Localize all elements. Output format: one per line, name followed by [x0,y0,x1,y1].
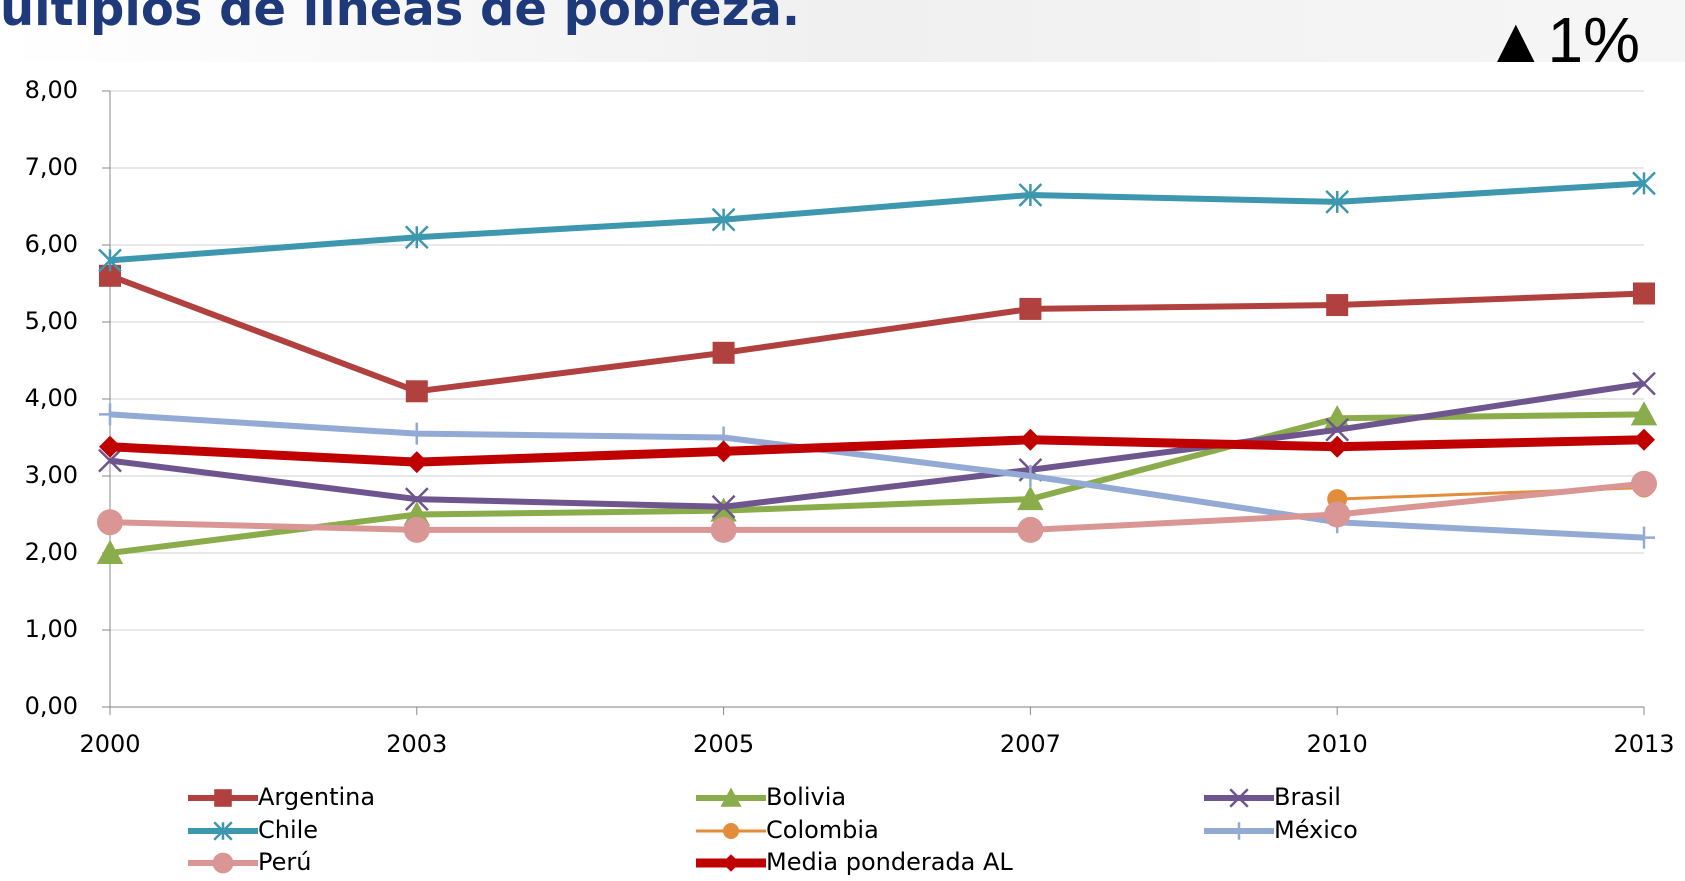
marker [404,225,429,250]
marker [1019,428,1042,451]
marker [1325,189,1350,214]
series [97,470,1657,543]
marker [98,248,122,273]
y-tick-label: 8,00 [25,76,78,104]
marker [722,854,740,872]
series [1327,477,1654,510]
legend-item: Brasil [1204,783,1341,811]
marker [1630,401,1658,426]
marker [1017,485,1044,511]
marker [1229,788,1249,808]
legend-label: Argentina [258,783,375,811]
series-line [109,480,1645,533]
marker [720,787,742,807]
marker [403,516,430,543]
marker [96,539,124,564]
marker [710,516,737,543]
marker [214,789,232,807]
marker [711,207,736,232]
marker [405,380,428,403]
x-tick-label: 2003 [386,730,447,758]
marker [405,451,428,474]
marker [212,852,234,874]
legend-label: Chile [258,816,318,844]
y-tick-label: 2,00 [25,538,78,566]
legend-item: Media ponderada AL [696,848,1013,876]
marker [1019,297,1042,320]
series-line [109,435,1645,467]
legend-label: Media ponderada AL [766,848,1013,876]
y-tick-label: 1,00 [25,615,78,643]
marker [1633,282,1655,305]
marker [712,440,735,463]
x-tick-label: 2005 [693,730,754,758]
marker [213,821,233,841]
series-line [109,180,1645,264]
marker [1633,428,1655,451]
series-line [109,380,1645,510]
marker [1326,294,1349,317]
marker [1324,501,1351,528]
legend-label: México [1274,816,1358,844]
y-tick-label: 7,00 [25,153,78,181]
marker [1325,417,1350,442]
series [98,371,1656,519]
series [98,171,1656,273]
marker [1632,371,1656,396]
legend-label: Bolivia [766,783,846,811]
x-tick-label: 2000 [79,730,140,758]
series-line [109,411,1645,541]
y-tick-label: 0,00 [25,692,78,720]
legend-item: Argentina [188,783,375,811]
legend-item: Bolivia [696,783,846,811]
marker [723,823,739,839]
title: últiplos de líneas de pobreza. [0,0,800,37]
marker [99,403,121,426]
legend-item: Colombia [696,816,879,844]
marker [99,264,121,287]
series [99,264,1655,403]
x-tick-label: 2010 [1307,730,1368,758]
marker [98,448,122,473]
marker [712,341,735,364]
marker [1017,516,1044,543]
series-line [108,272,1645,395]
legend-item: Perú [188,848,311,876]
marker [97,509,123,536]
legend-label: Perú [258,848,311,876]
marker [1326,435,1349,458]
badge: ▲1% [1484,4,1640,76]
marker [1230,822,1248,840]
marker [1631,470,1657,497]
marker [1018,183,1043,207]
marker [99,435,121,458]
marker [1633,526,1655,549]
legend-item: México [1204,816,1358,844]
y-tick-label: 6,00 [25,230,78,258]
x-tick-label: 2007 [1000,730,1061,758]
y-tick-label: 3,00 [25,461,78,489]
legend-label: Brasil [1274,783,1341,811]
legend-item: Chile [188,816,318,844]
y-tick-label: 5,00 [25,307,78,335]
marker [711,494,736,519]
series [99,428,1655,474]
marker [1632,171,1656,196]
x-tick-label: 2013 [1613,730,1674,758]
series-line [109,411,1645,556]
marker [1019,465,1042,487]
y-tick-label: 4,00 [25,384,78,412]
marker [404,487,429,511]
legend-label: Colombia [766,816,879,844]
marker [405,422,428,445]
header-band [0,0,1685,62]
